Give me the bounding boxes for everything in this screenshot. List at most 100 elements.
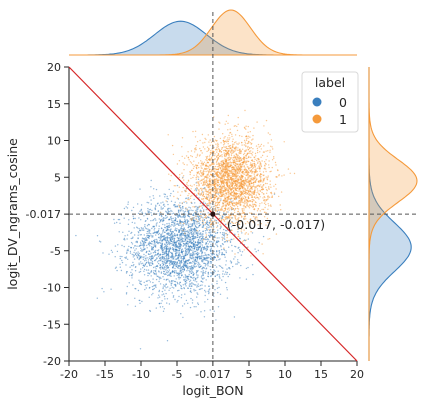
scatter-point-series-0 [150, 271, 153, 273]
scatter-point-series-1 [226, 157, 228, 159]
scatter-point-series-0 [228, 224, 230, 226]
scatter-point-series-0 [214, 289, 216, 291]
scatter-point-series-1 [203, 178, 205, 180]
scatter-point-series-1 [202, 198, 205, 200]
scatter-point-series-0 [147, 259, 150, 261]
scatter-point-series-1 [242, 172, 244, 174]
scatter-point-series-1 [202, 193, 205, 196]
scatter-point-series-0 [179, 255, 182, 257]
scatter-point-series-0 [170, 252, 173, 254]
scatter-point-series-1 [190, 188, 192, 190]
scatter-point-series-0 [147, 269, 150, 271]
scatter-point-series-1 [209, 178, 211, 180]
scatter-point-series-1 [238, 226, 240, 229]
scatter-point-series-1 [253, 163, 256, 165]
scatter-point-series-1 [223, 153, 226, 156]
scatter-point-series-1 [220, 151, 223, 153]
scatter-point-series-0 [203, 271, 205, 274]
scatter-point-series-0 [164, 258, 166, 260]
scatter-point-series-0 [146, 201, 148, 204]
scatter-point-series-0 [167, 272, 169, 274]
scatter-point-series-0 [189, 268, 191, 270]
scatter-point-series-0 [142, 237, 144, 240]
scatter-point-series-0 [162, 270, 165, 273]
scatter-point-series-0 [207, 212, 209, 214]
scatter-point-series-0 [205, 249, 208, 252]
scatter-point-series-1 [173, 185, 175, 187]
scatter-point-series-0 [194, 225, 197, 228]
scatter-point-series-1 [237, 203, 239, 205]
scatter-point-series-0 [154, 217, 156, 220]
scatter-point-series-0 [155, 307, 157, 309]
scatter-point-series-0 [202, 274, 205, 277]
scatter-point-series-0 [119, 257, 122, 260]
scatter-point-series-0 [192, 283, 195, 285]
scatter-point-series-0 [173, 239, 176, 242]
scatter-point-series-0 [184, 253, 186, 255]
scatter-point-series-0 [196, 249, 198, 251]
scatter-point-series-1 [214, 236, 216, 239]
scatter-point-series-0 [225, 229, 227, 232]
scatter-point-series-0 [230, 225, 233, 228]
scatter-point-series-1 [252, 163, 254, 165]
scatter-point-series-1 [226, 217, 229, 219]
scatter-point-series-0 [174, 214, 177, 216]
scatter-point-series-1 [230, 154, 233, 157]
scatter-point-series-1 [234, 216, 236, 219]
scatter-point-series-0 [200, 238, 203, 240]
scatter-point-series-1 [198, 181, 200, 183]
scatter-point-series-0 [164, 205, 166, 207]
scatter-point-series-1 [202, 195, 204, 197]
scatter-point-series-1 [217, 181, 219, 183]
scatter-point-series-1 [182, 186, 184, 189]
scatter-point-series-1 [202, 223, 204, 225]
scatter-point-series-0 [204, 301, 206, 303]
scatter-point-series-1 [247, 131, 249, 133]
scatter-point-series-0 [191, 255, 194, 257]
scatter-point-series-1 [181, 172, 183, 174]
scatter-point-series-0 [196, 223, 198, 225]
scatter-point-series-0 [150, 199, 152, 201]
scatter-point-series-1 [217, 175, 219, 178]
scatter-point-series-1 [219, 223, 221, 226]
scatter-point-series-0 [180, 259, 183, 261]
scatter-point-series-1 [227, 197, 229, 199]
scatter-point-series-1 [210, 209, 213, 211]
scatter-point-series-1 [233, 143, 235, 145]
scatter-point-series-1 [190, 217, 192, 220]
scatter-point-series-1 [230, 221, 232, 223]
scatter-point-series-1 [228, 204, 230, 206]
scatter-point-series-1 [209, 158, 211, 161]
scatter-point-series-1 [241, 212, 243, 215]
scatter-point-series-1 [209, 205, 211, 207]
scatter-point-series-1 [189, 197, 192, 200]
scatter-point-series-1 [254, 191, 256, 193]
scatter-point-series-0 [166, 274, 169, 277]
scatter-point-series-0 [136, 226, 138, 228]
scatter-point-series-1 [213, 166, 215, 168]
scatter-point-series-0 [144, 220, 147, 222]
scatter-point-series-1 [240, 214, 242, 216]
scatter-point-series-0 [190, 287, 192, 290]
scatter-point-series-0 [222, 273, 224, 275]
scatter-point-series-0 [193, 217, 195, 219]
scatter-point-series-0 [134, 305, 137, 307]
scatter-point-series-1 [210, 221, 212, 223]
scatter-point-series-0 [188, 269, 190, 272]
scatter-point-series-0 [168, 262, 171, 265]
scatter-point-series-0 [181, 258, 183, 260]
scatter-point-series-1 [232, 202, 235, 204]
scatter-point-series-0 [167, 210, 170, 212]
scatter-point-series-1 [178, 186, 180, 188]
scatter-point-series-0 [210, 250, 212, 252]
scatter-point-series-0 [194, 256, 197, 258]
scatter-point-series-0 [127, 201, 129, 203]
scatter-point-series-1 [227, 150, 230, 152]
scatter-point-series-1 [265, 119, 268, 122]
scatter-point-series-1 [250, 194, 252, 196]
scatter-point-series-1 [253, 160, 255, 163]
scatter-point-series-1 [211, 157, 213, 160]
scatter-point-series-1 [261, 243, 263, 245]
scatter-point-series-1 [245, 180, 247, 182]
scatter-point-series-0 [214, 270, 216, 272]
